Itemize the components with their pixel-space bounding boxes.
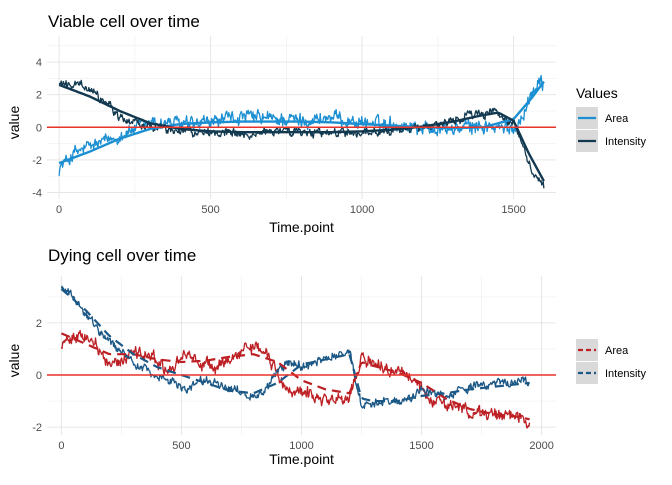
legend-title: Values	[576, 85, 618, 101]
y-tick-label: -2	[32, 422, 42, 434]
x-axis-label: Time.point	[269, 219, 334, 235]
y-tick-label: -4	[32, 187, 42, 199]
chart-2: 0 500 1000 1500 2000 -2 0 2 Dying cell over time…	[6, 246, 646, 467]
chart-title: Viable cell over time	[48, 12, 200, 31]
legend-label-intensity: Intensity	[605, 136, 646, 148]
x-tick-label: 0	[58, 440, 64, 452]
legend-label-intensity: Intensity	[605, 368, 646, 380]
x-tick-label: 1500	[501, 204, 525, 216]
series-line-intensity-trend	[58, 83, 545, 182]
legend-label-area: Area	[605, 345, 629, 357]
series-line-intensity-raw	[60, 285, 530, 410]
x-tick-label: 1000	[289, 440, 313, 452]
series-line-intensity-raw	[58, 79, 545, 189]
chart-title: Dying cell over time	[48, 246, 196, 265]
plot-area	[58, 74, 545, 189]
y-tick-label: 0	[36, 122, 42, 134]
legend: Values Area Intensity	[576, 85, 646, 152]
x-tick-label: 500	[172, 440, 190, 452]
x-axis-label: Time.point	[269, 451, 334, 467]
series-line-area-raw	[60, 329, 531, 429]
y-tick-label: 2	[36, 90, 42, 102]
x-tick-label: 2000	[529, 440, 553, 452]
y-axis-label: value	[6, 106, 22, 140]
series-line-area-raw	[58, 74, 545, 176]
y-tick-label: 2	[36, 318, 42, 330]
plot-area	[60, 285, 531, 429]
legend-label-area: Area	[605, 113, 629, 125]
y-tick-label: 4	[36, 57, 42, 69]
y-tick-label: 0	[36, 370, 42, 382]
y-tick-label: -2	[32, 155, 42, 167]
x-tick-label: 1000	[350, 204, 374, 216]
legend: Area Intensity	[576, 339, 646, 384]
x-tick-label: 1500	[409, 440, 433, 452]
x-tick-label: 0	[56, 204, 62, 216]
y-axis-label: value	[6, 344, 22, 378]
chart-1: 0 500 1000 1500 -4 -2 0 2 4 Viable cell over time…	[6, 12, 646, 235]
series-line-intensity-trend	[60, 288, 530, 403]
x-tick-label: 500	[201, 204, 219, 216]
